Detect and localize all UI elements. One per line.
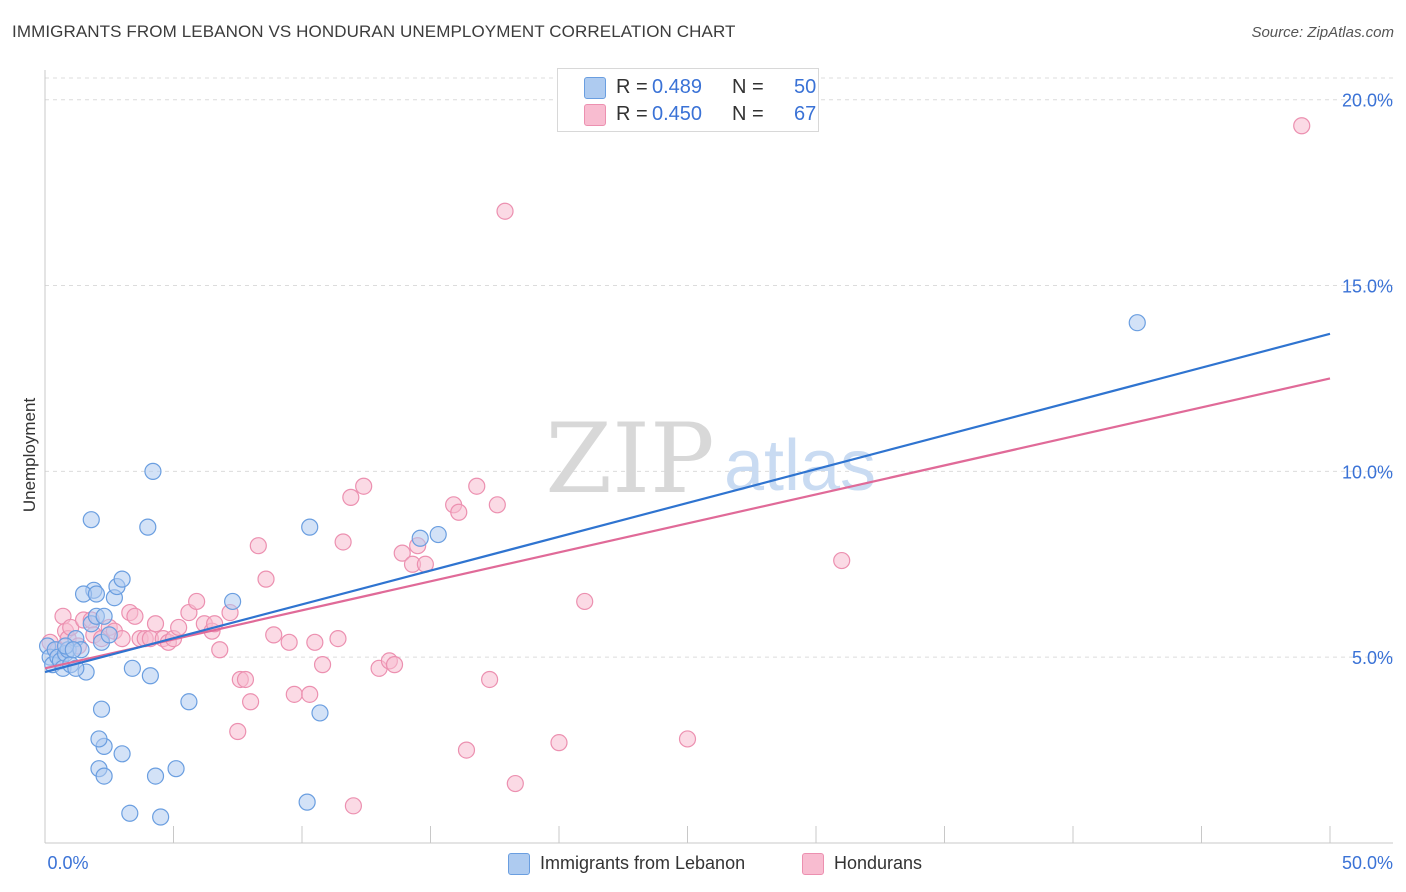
y-tick-label-0: 5.0%: [1352, 648, 1393, 668]
honduran-point-57: [457, 741, 476, 759]
pink-n-value: 67: [794, 103, 817, 125]
y-tick-label-3: 20.0%: [1342, 91, 1393, 111]
lebanon-point-46: [429, 525, 447, 544]
honduran-point-46: [355, 477, 373, 495]
watermark-atlas: atlas: [724, 426, 876, 506]
honduran-point-47: [344, 797, 362, 815]
watermark: ZIP atlas: [545, 403, 876, 515]
x-tick-label-min: 0.0%: [47, 853, 88, 873]
y-tick-label-2: 15.0%: [1342, 277, 1393, 297]
honduran-point-62: [506, 774, 524, 793]
honduran-point-63: [550, 734, 568, 752]
honduran-point-65: [678, 730, 697, 748]
pink-r-value: 0.450: [652, 103, 703, 125]
honduran-point-29: [211, 641, 229, 659]
honduran-point-40: [301, 685, 319, 703]
honduran-point-42: [313, 656, 332, 674]
chart-title: IMMIGRANTS FROM LEBANON VS HONDURAN UNEM…: [12, 22, 736, 41]
honduran-trend-line: [44, 377, 1331, 670]
honduran-point-67: [1293, 117, 1311, 135]
lebanon-point-26: [139, 518, 157, 536]
blue-legend-swatch: [508, 853, 530, 875]
pink-r-label: R =: [616, 103, 648, 125]
honduran-point-51: [393, 544, 411, 562]
lebanon-point-27: [144, 462, 162, 480]
lebanon-point-38: [152, 808, 170, 826]
lebanon-trend-line: [44, 332, 1331, 674]
lebanon-point-41: [224, 592, 242, 611]
lebanon-point-39: [121, 804, 139, 822]
blue-n-value: 50: [794, 76, 817, 98]
watermark-zip: ZIP: [545, 403, 714, 515]
honduran-point-34: [229, 722, 247, 741]
honduran-point-50: [385, 656, 404, 674]
lebanon-point-45: [411, 529, 429, 547]
honduran-point-35: [249, 537, 267, 555]
lebanon-point-43: [311, 704, 329, 722]
lebanon-point-18: [95, 607, 113, 625]
honduran-point-37: [257, 570, 275, 588]
honduran-point-45: [342, 488, 360, 506]
honduran-point-33: [236, 670, 255, 689]
lebanon-point-32: [90, 730, 108, 748]
lebanon-point-35: [95, 767, 113, 785]
lebanon-point-28: [123, 659, 141, 677]
honduran-point-32: [242, 693, 260, 711]
honduran-point-25: [188, 592, 206, 611]
lebanon-point-49: [64, 641, 82, 659]
blue-points: [38, 314, 1146, 826]
lebanon-point-37: [167, 760, 185, 778]
blue-r-value: 0.489: [652, 76, 703, 98]
honduran-point-64: [576, 592, 594, 611]
honduran-point-66: [833, 551, 851, 570]
blue-n-label: N =: [732, 76, 764, 98]
pink-swatch: [584, 104, 606, 126]
y-tick-label-1: 10.0%: [1342, 462, 1393, 482]
x-tick-label-max: 50.0%: [1342, 853, 1393, 873]
lebanon-point-36: [146, 767, 165, 785]
lebanon-point-24: [113, 570, 131, 588]
trend-lines: [44, 332, 1331, 674]
axes: [44, 70, 1393, 844]
pink-legend-swatch: [802, 853, 824, 875]
blue-swatch: [584, 77, 606, 99]
honduran-point-15: [126, 607, 144, 625]
blue-legend-label: Immigrants from Lebanon: [540, 853, 746, 873]
correlation-legend: R = 0.489 N = 50 R = 0.450 N = 67: [557, 68, 819, 132]
honduran-point-36: [265, 626, 283, 644]
honduran-point-56: [450, 503, 468, 521]
lebanon-point-42: [301, 518, 319, 536]
lebanon-point-21: [87, 585, 106, 603]
honduran-point-59: [481, 670, 499, 689]
tick-labels: 5.0% 10.0% 15.0% 20.0% 0.0% 50.0%: [47, 91, 1393, 873]
lebanon-point-47: [1128, 314, 1146, 332]
honduran-point-41: [306, 633, 324, 651]
pink-n-label: N =: [732, 103, 764, 125]
honduran-point-39: [285, 685, 303, 703]
lebanon-point-34: [113, 745, 131, 763]
source-label: Source: ZipAtlas.com: [1251, 24, 1394, 41]
grid-lines: [45, 77, 1393, 658]
blue-r-label: R =: [616, 76, 648, 98]
lebanon-point-44: [298, 793, 316, 811]
honduran-point-60: [488, 496, 506, 514]
honduran-point-19: [146, 615, 165, 633]
pink-legend-label: Hondurans: [834, 853, 923, 873]
honduran-point-43: [329, 630, 347, 648]
lebanon-point-19: [100, 626, 118, 644]
lebanon-point-33: [92, 700, 111, 718]
lebanon-point-25: [82, 511, 100, 529]
honduran-point-61: [496, 202, 514, 220]
y-axis-label: Unemployment: [20, 397, 39, 513]
honduran-point-58: [468, 477, 486, 495]
honduran-point-38: [280, 633, 298, 651]
honduran-point-23: [170, 618, 188, 637]
lebanon-point-40: [180, 693, 198, 711]
lebanon-point-29: [141, 667, 159, 685]
honduran-point-44: [334, 533, 352, 551]
